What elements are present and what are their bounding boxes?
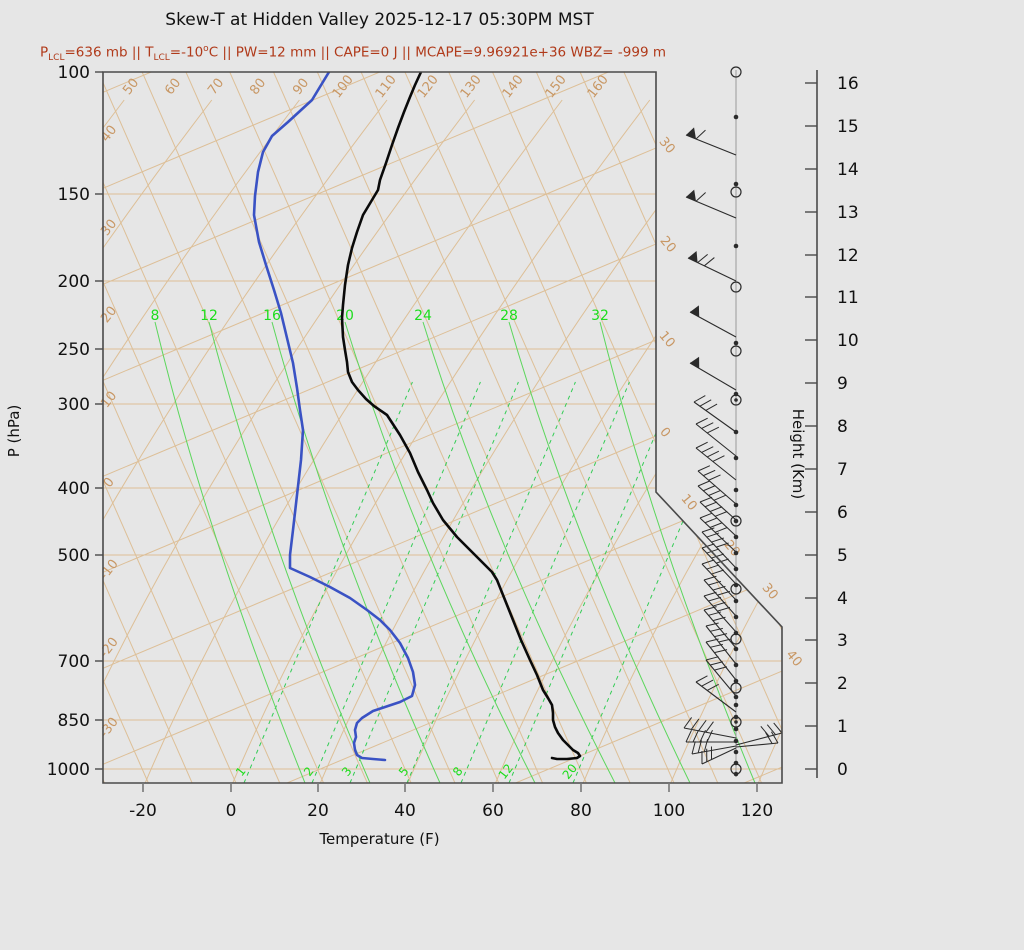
chart-subtitle: PLCL=636 mb || TLCL=-10oC || PW=12 mm ||… [40, 44, 666, 64]
svg-text:11: 11 [837, 288, 859, 308]
svg-text:0: 0 [656, 425, 673, 441]
svg-text:6: 6 [837, 503, 848, 523]
svg-text:24: 24 [414, 308, 432, 324]
svg-text:4: 4 [837, 589, 848, 609]
svg-text:0: 0 [837, 760, 848, 780]
chart-title: Skew-T at Hidden Valley 2025-12-17 05:30… [165, 10, 594, 30]
svg-text:400: 400 [58, 479, 90, 499]
wind-barb [701, 527, 737, 569]
wind-barb [687, 250, 737, 282]
wind-barb [683, 717, 737, 739]
grid-moist-adiabats [154, 321, 756, 783]
wind-barb [695, 675, 737, 713]
wind-barb [701, 746, 737, 765]
svg-text:1000: 1000 [47, 760, 90, 780]
wind-barb [705, 638, 737, 681]
svg-text:15: 15 [837, 117, 859, 137]
grid-mixing-ratio-lines [243, 381, 742, 783]
svg-text:0: 0 [226, 801, 237, 821]
wind-barb [735, 722, 783, 746]
svg-text:80: 80 [570, 801, 592, 821]
wind-barb [685, 127, 737, 156]
svg-text:700: 700 [58, 652, 90, 672]
wind-barb [699, 512, 737, 553]
svg-text:12: 12 [837, 246, 859, 266]
svg-text:30: 30 [656, 135, 678, 157]
svg-text:120: 120 [741, 801, 773, 821]
svg-text:20: 20 [307, 801, 329, 821]
svg-text:12: 12 [200, 308, 218, 324]
svg-text:3: 3 [837, 631, 848, 651]
svg-text:13: 13 [837, 203, 859, 223]
plot-frame [102, 71, 783, 784]
svg-text:250: 250 [58, 340, 90, 360]
wind-barb [705, 656, 737, 697]
svg-text:10: 10 [837, 331, 859, 351]
svg-text:28: 28 [500, 308, 518, 324]
svg-text:16: 16 [263, 308, 281, 324]
svg-text:2: 2 [837, 674, 848, 694]
svg-text:100: 100 [58, 63, 90, 83]
svg-text:1: 1 [837, 717, 848, 737]
svg-text:16: 16 [837, 74, 859, 94]
wind-barb [693, 395, 737, 433]
svg-text:60: 60 [482, 801, 504, 821]
wind-barb [697, 465, 737, 505]
svg-text:10: 10 [656, 329, 678, 351]
pressure-axis: 100 150 200 250 300 400 500 700 850 1000 [47, 63, 103, 780]
wind-barb [691, 739, 737, 755]
dewpoint-curve [252, 72, 417, 762]
wind-barb [699, 496, 737, 537]
svg-text:32: 32 [591, 308, 609, 324]
wind-barb [697, 480, 737, 521]
wind-barb [685, 189, 737, 219]
svg-text:7: 7 [837, 460, 848, 480]
svg-text:20: 20 [657, 234, 679, 256]
temperature-axis: -20 0 20 40 60 80 100 120 [129, 783, 773, 821]
svg-text:300: 300 [58, 395, 90, 415]
svg-text:8: 8 [837, 417, 848, 437]
svg-text:150: 150 [58, 185, 90, 205]
svg-text:5: 5 [837, 546, 848, 566]
wind-barb-column [683, 66, 783, 777]
svg-text:30: 30 [759, 581, 781, 603]
wind-barb [735, 731, 779, 748]
svg-text:14: 14 [837, 160, 859, 180]
svg-text:10: 10 [678, 492, 700, 514]
wind-barb [701, 543, 737, 585]
svg-text:9: 9 [837, 374, 848, 394]
wind-barb [703, 591, 737, 633]
wind-barb [695, 441, 737, 481]
svg-text:500: 500 [58, 546, 90, 566]
temperature-curve [340, 72, 582, 761]
svg-text:40: 40 [394, 801, 416, 821]
svg-text:850: 850 [58, 711, 90, 731]
wind-barb [685, 730, 736, 743]
svg-text:8: 8 [151, 308, 160, 324]
svg-text:40: 40 [783, 648, 805, 670]
svg-text:100: 100 [653, 801, 685, 821]
svg-text:-20: -20 [129, 801, 157, 821]
svg-text:200: 200 [58, 272, 90, 292]
wind-barb [689, 305, 737, 338]
temperature-axis-label: Temperature (F) [319, 830, 440, 848]
svg-text:20: 20 [336, 308, 354, 324]
wind-barb [689, 356, 737, 391]
wind-barb [695, 417, 737, 457]
